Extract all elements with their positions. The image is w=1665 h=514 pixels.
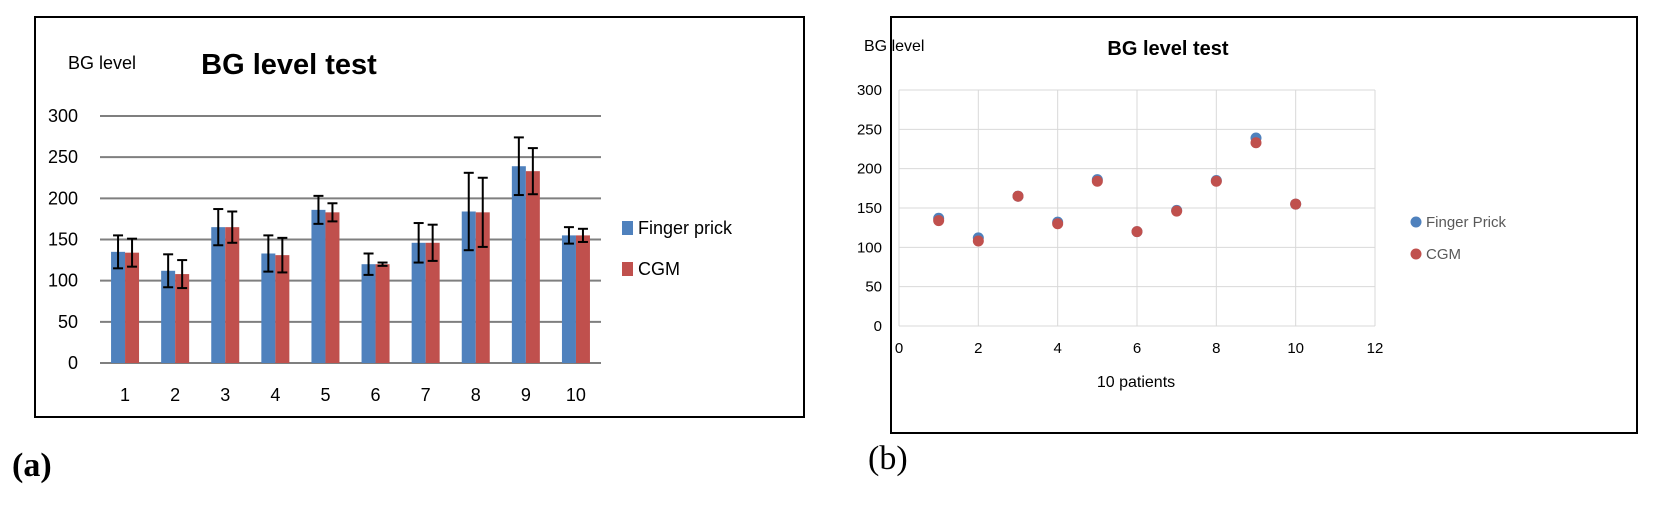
y-tick-label: 250 [857, 121, 882, 138]
x-tick-label: 8 [471, 385, 481, 405]
legend-label: Finger prick [638, 218, 733, 238]
x-tick-label: 5 [320, 385, 330, 405]
legend-marker [1410, 216, 1422, 228]
x-tick-label: 8 [1212, 340, 1220, 357]
bar-cgm [325, 212, 340, 363]
y-tick-label: 100 [48, 271, 78, 291]
x-tick-label: 3 [220, 385, 230, 405]
y-tick-label: 200 [48, 188, 78, 208]
bar-cgm [525, 171, 540, 363]
bar-cgm [225, 227, 240, 363]
chart-title: BG level test [201, 49, 377, 81]
caption-b: (b) [868, 440, 908, 477]
bar-finger-prick [211, 227, 226, 363]
x-tick-label: 10 [1287, 340, 1304, 357]
bar-finger-prick [411, 242, 426, 363]
scatter-chart-panel: BG level test BG level 0 50 100 150 200 250 300 0… [857, 16, 1638, 434]
x-tick-label: 0 [895, 340, 903, 357]
legend-marker [1410, 248, 1422, 260]
y-tick-label: 300 [857, 82, 882, 99]
bar-finger-prick [311, 209, 326, 363]
point-cgm [972, 235, 984, 247]
x-tick-label: 7 [421, 385, 431, 405]
y-axis-label: BG level [68, 53, 136, 73]
point-cgm [1290, 198, 1302, 210]
x-tick-label: 12 [1367, 340, 1384, 357]
bar-finger-prick [561, 235, 576, 363]
point-cgm [1171, 205, 1183, 217]
legend-label: CGM [1426, 246, 1461, 263]
y-tick-label: 200 [857, 161, 882, 178]
x-tick-label: 10 [566, 385, 586, 405]
y-tick-label: 50 [865, 279, 882, 296]
point-cgm [1131, 226, 1143, 238]
bar-cgm [175, 274, 190, 363]
x-tick-label: 2 [974, 340, 982, 357]
bar-finger-prick [261, 253, 276, 363]
bar-cgm [375, 264, 390, 363]
point-cgm [1250, 137, 1262, 149]
bar-cgm [275, 255, 290, 363]
bar-cgm [125, 252, 140, 363]
point-cgm [1091, 175, 1103, 187]
chart-title: BG level test [1107, 38, 1229, 60]
y-tick-label: 100 [857, 239, 882, 256]
y-tick-label: 0 [68, 353, 78, 373]
bar-cgm [475, 212, 490, 363]
x-tick-label: 1 [120, 385, 130, 405]
x-tick-label: 2 [170, 385, 180, 405]
y-tick-label: 50 [58, 312, 78, 332]
point-cgm [1052, 218, 1064, 230]
x-tick-label: 4 [1053, 340, 1061, 357]
point-cgm [1210, 175, 1222, 187]
x-tick-label: 9 [521, 385, 531, 405]
x-tick-label: 6 [1133, 340, 1141, 357]
legend-label: CGM [638, 259, 680, 279]
bar-chart: BG level test BG level 0 50 100 150 200 250 300 1… [48, 49, 733, 405]
bar-chart-panel: BG level test BG level 0 50 100 150 200 250 300 1… [34, 16, 805, 418]
legend-label: Finger Prick [1426, 214, 1507, 231]
y-tick-label: 300 [48, 106, 78, 126]
bar-cgm [425, 242, 440, 363]
y-tick-label: 150 [48, 230, 78, 250]
point-cgm [1012, 190, 1024, 202]
y-axis-label: BG level [864, 38, 924, 55]
bar-finger-prick [511, 166, 526, 363]
y-tick-label: 250 [48, 147, 78, 167]
x-tick-label: 4 [270, 385, 280, 405]
caption-a: (a) [12, 447, 52, 484]
bar-finger-prick [361, 264, 376, 363]
y-tick-label: 0 [874, 318, 882, 335]
bar-cgm [575, 235, 590, 363]
bar-finger-prick [111, 251, 126, 363]
point-cgm [933, 215, 945, 227]
x-tick-label: 6 [371, 385, 381, 405]
y-tick-label: 150 [857, 200, 882, 217]
bar-finger-prick [161, 270, 176, 363]
scatter-chart: BG level test BG level 0 50 100 150 200 250 300 0… [857, 38, 1507, 391]
legend-swatch [622, 221, 633, 235]
legend-swatch [622, 262, 633, 276]
x-axis-label: 10 patients [1097, 374, 1175, 391]
